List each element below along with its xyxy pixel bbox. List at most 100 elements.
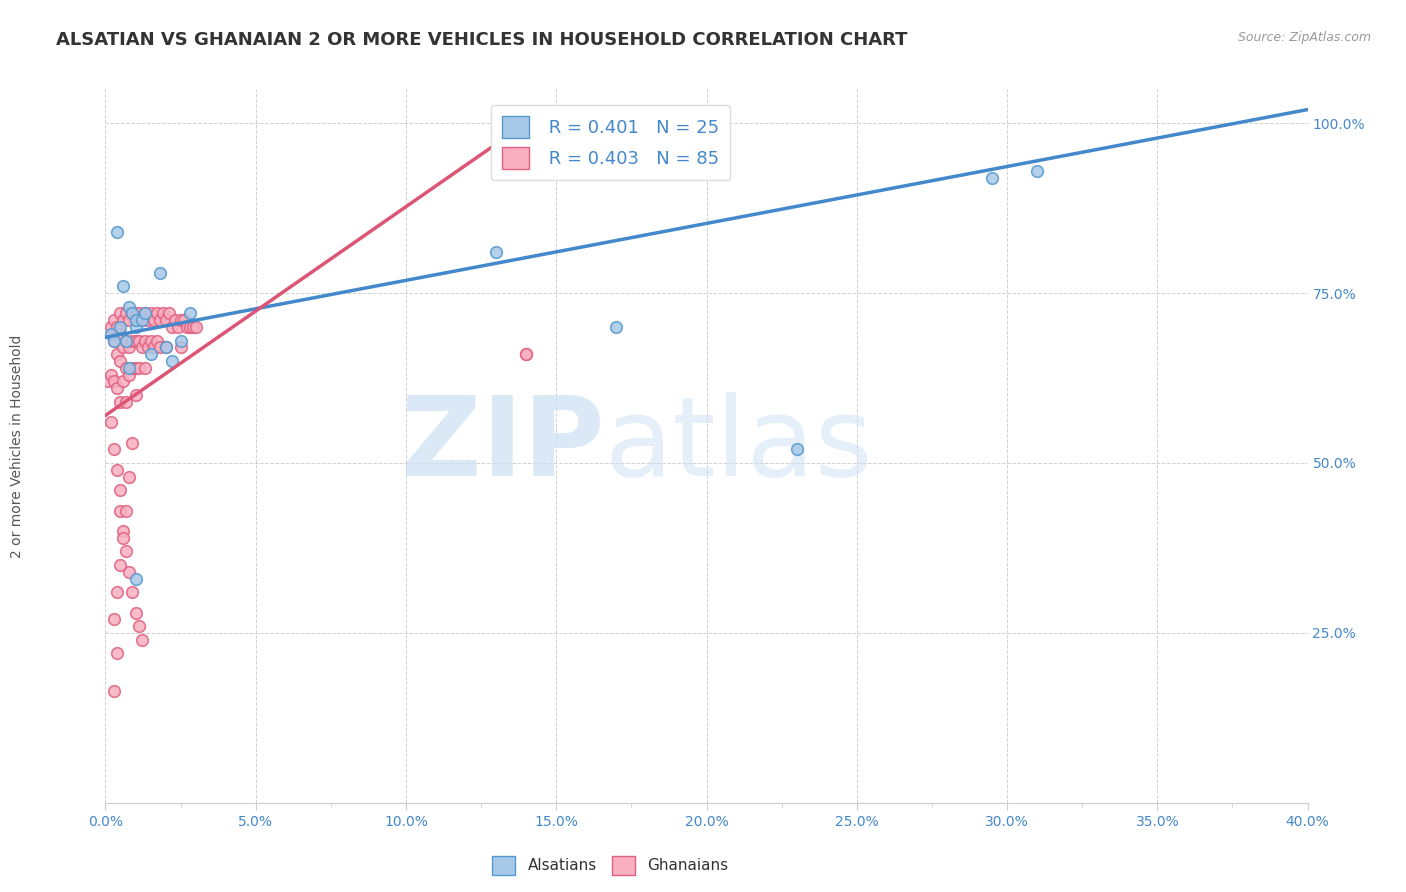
Point — [103, 313, 125, 327]
Point — [121, 306, 143, 320]
Point — [115, 334, 138, 348]
Point — [103, 375, 125, 389]
Point — [136, 341, 159, 355]
Point — [139, 306, 162, 320]
Point — [134, 306, 156, 320]
Point — [115, 503, 138, 517]
Point — [128, 360, 150, 375]
Point — [100, 415, 122, 429]
Point — [121, 435, 143, 450]
Text: 2 or more Vehicles in Household: 2 or more Vehicles in Household — [10, 334, 24, 558]
Point — [169, 313, 191, 327]
Point — [163, 313, 186, 327]
Point — [110, 320, 132, 334]
Point — [173, 313, 195, 327]
Point — [134, 306, 156, 320]
Point — [115, 334, 138, 348]
Point — [124, 334, 146, 348]
Point — [110, 483, 132, 498]
Point — [124, 313, 146, 327]
Text: ZIP: ZIP — [401, 392, 605, 500]
Point — [115, 544, 138, 558]
Point — [118, 300, 141, 314]
Point — [112, 531, 135, 545]
Point — [155, 313, 177, 327]
Point — [142, 341, 165, 355]
Point — [100, 326, 122, 341]
Point — [100, 320, 122, 334]
Legend: Alsatians, Ghanaians: Alsatians, Ghanaians — [486, 850, 734, 880]
Point — [134, 334, 156, 348]
Point — [148, 341, 170, 355]
Point — [103, 442, 125, 457]
Point — [139, 347, 162, 361]
Point — [131, 313, 153, 327]
Point — [131, 341, 153, 355]
Text: Source: ZipAtlas.com: Source: ZipAtlas.com — [1237, 31, 1371, 45]
Point — [110, 306, 132, 320]
Point — [131, 313, 153, 327]
Point — [981, 170, 1004, 185]
Point — [100, 368, 122, 382]
Point — [128, 619, 150, 633]
Point — [160, 354, 183, 368]
Point — [115, 306, 138, 320]
Point — [1026, 163, 1049, 178]
Point — [110, 503, 132, 517]
Point — [107, 320, 129, 334]
Point — [181, 320, 204, 334]
Point — [157, 306, 180, 320]
Point — [148, 313, 170, 327]
Point — [155, 341, 177, 355]
Point — [152, 306, 174, 320]
Point — [160, 320, 183, 334]
Point — [118, 341, 141, 355]
Point — [118, 469, 141, 483]
Point — [485, 245, 508, 260]
Point — [128, 306, 150, 320]
Point — [124, 572, 146, 586]
Point — [110, 326, 132, 341]
Point — [112, 341, 135, 355]
Point — [124, 306, 146, 320]
Point — [169, 334, 191, 348]
Point — [136, 313, 159, 327]
Point — [112, 313, 135, 327]
Point — [179, 320, 201, 334]
Point — [115, 394, 138, 409]
Point — [110, 558, 132, 572]
Point — [97, 375, 120, 389]
Point — [605, 320, 627, 334]
Point — [124, 388, 146, 402]
Point — [107, 347, 129, 361]
Text: ALSATIAN VS GHANAIAN 2 OR MORE VEHICLES IN HOUSEHOLD CORRELATION CHART: ALSATIAN VS GHANAIAN 2 OR MORE VEHICLES … — [56, 31, 908, 49]
Point — [103, 334, 125, 348]
Point — [107, 225, 129, 239]
Point — [515, 347, 537, 361]
Point — [115, 360, 138, 375]
Point — [110, 394, 132, 409]
Point — [121, 334, 143, 348]
Point — [169, 341, 191, 355]
Point — [118, 313, 141, 327]
Point — [107, 381, 129, 395]
Point — [121, 306, 143, 320]
Point — [124, 606, 146, 620]
Point — [786, 442, 808, 457]
Text: atlas: atlas — [605, 392, 873, 500]
Point — [131, 632, 153, 647]
Point — [148, 266, 170, 280]
Point — [176, 320, 198, 334]
Point — [121, 585, 143, 599]
Point — [103, 612, 125, 626]
Point — [118, 565, 141, 579]
Point — [112, 524, 135, 538]
Point — [103, 683, 125, 698]
Point — [142, 313, 165, 327]
Point — [112, 279, 135, 293]
Point — [112, 375, 135, 389]
Point — [107, 585, 129, 599]
Point — [155, 341, 177, 355]
Point — [145, 334, 167, 348]
Point — [166, 320, 188, 334]
